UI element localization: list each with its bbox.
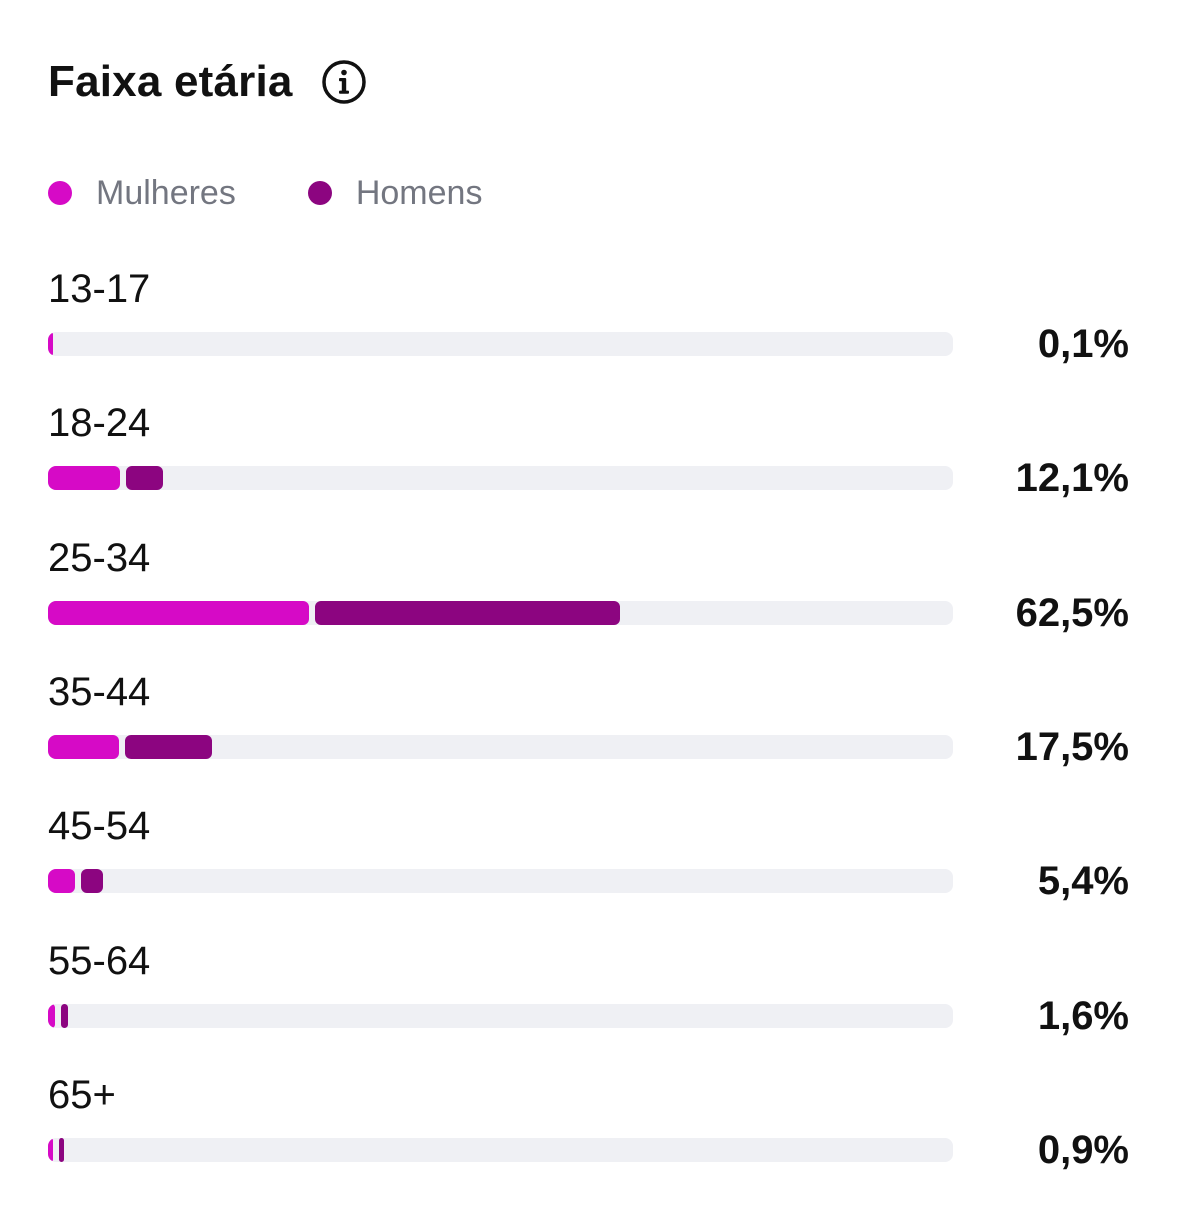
bar-track: [48, 1003, 953, 1028]
age-range-label: 35-44: [48, 669, 151, 714]
percentage-value: 1,6%: [1037, 993, 1129, 1038]
percentage-value: 17,5%: [1015, 724, 1129, 769]
bar-segment-men: [81, 869, 103, 894]
legend-dot-men: [307, 181, 332, 205]
bar-track: [48, 332, 953, 356]
age-range-label: 65+: [48, 1072, 116, 1117]
bar-segment-women: [48, 332, 53, 356]
age-row: 13-17 0,1%: [0, 266, 1179, 396]
bar-track: [48, 734, 953, 759]
age-row: 65+ 0,9%: [0, 1072, 1179, 1202]
legend-label-men: Homens: [355, 173, 483, 212]
age-row: 35-44 17,5%: [0, 669, 1179, 799]
bar-segment-men: [126, 466, 164, 491]
section-header: Faixa etária: [48, 50, 367, 114]
bar-track: [48, 869, 953, 894]
bar-segment-men: [61, 1003, 69, 1028]
age-row: 25-34 62,5%: [0, 535, 1179, 665]
bar-segment-women: [48, 1003, 56, 1028]
bar-segment-men: [59, 1137, 64, 1162]
legend-item-women: Mulheres: [48, 174, 236, 213]
age-row: 45-54 5,4%: [0, 803, 1179, 933]
bar-track: [48, 600, 953, 625]
legend-label-women: Mulheres: [96, 173, 236, 212]
bar-segment-women: [48, 734, 120, 759]
percentage-value: 0,9%: [1037, 1127, 1129, 1172]
chart-legend: Mulheres Homens: [48, 168, 554, 218]
legend-item-men: Homens: [307, 173, 483, 213]
age-row: 55-64 1,6%: [0, 938, 1179, 1068]
bar-segment-women: [48, 1137, 53, 1162]
percentage-value: 5,4%: [1037, 859, 1129, 904]
bar-track: [48, 466, 953, 491]
age-range-label: 18-24: [48, 401, 151, 446]
bar-segment-women: [48, 466, 121, 491]
percentage-value: 62,5%: [1015, 590, 1129, 635]
page-title: Faixa etária: [48, 57, 293, 106]
age-row: 18-24 12,1%: [0, 400, 1179, 530]
percentage-value: 12,1%: [1015, 456, 1129, 501]
age-range-label: 55-64: [48, 938, 151, 983]
age-range-label: 45-54: [48, 804, 151, 849]
bar-segment-women: [48, 600, 309, 625]
bar-segment-men: [125, 734, 213, 759]
percentage-value: 0,1%: [1037, 322, 1129, 366]
info-circle-icon[interactable]: [321, 59, 367, 105]
bar-segment-women: [48, 869, 76, 894]
bar-track: [48, 1137, 953, 1162]
age-range-label: 25-34: [48, 535, 151, 580]
legend-dot-women: [48, 181, 72, 205]
age-range-label: 13-17: [48, 267, 151, 311]
bar-segment-men: [314, 600, 620, 625]
